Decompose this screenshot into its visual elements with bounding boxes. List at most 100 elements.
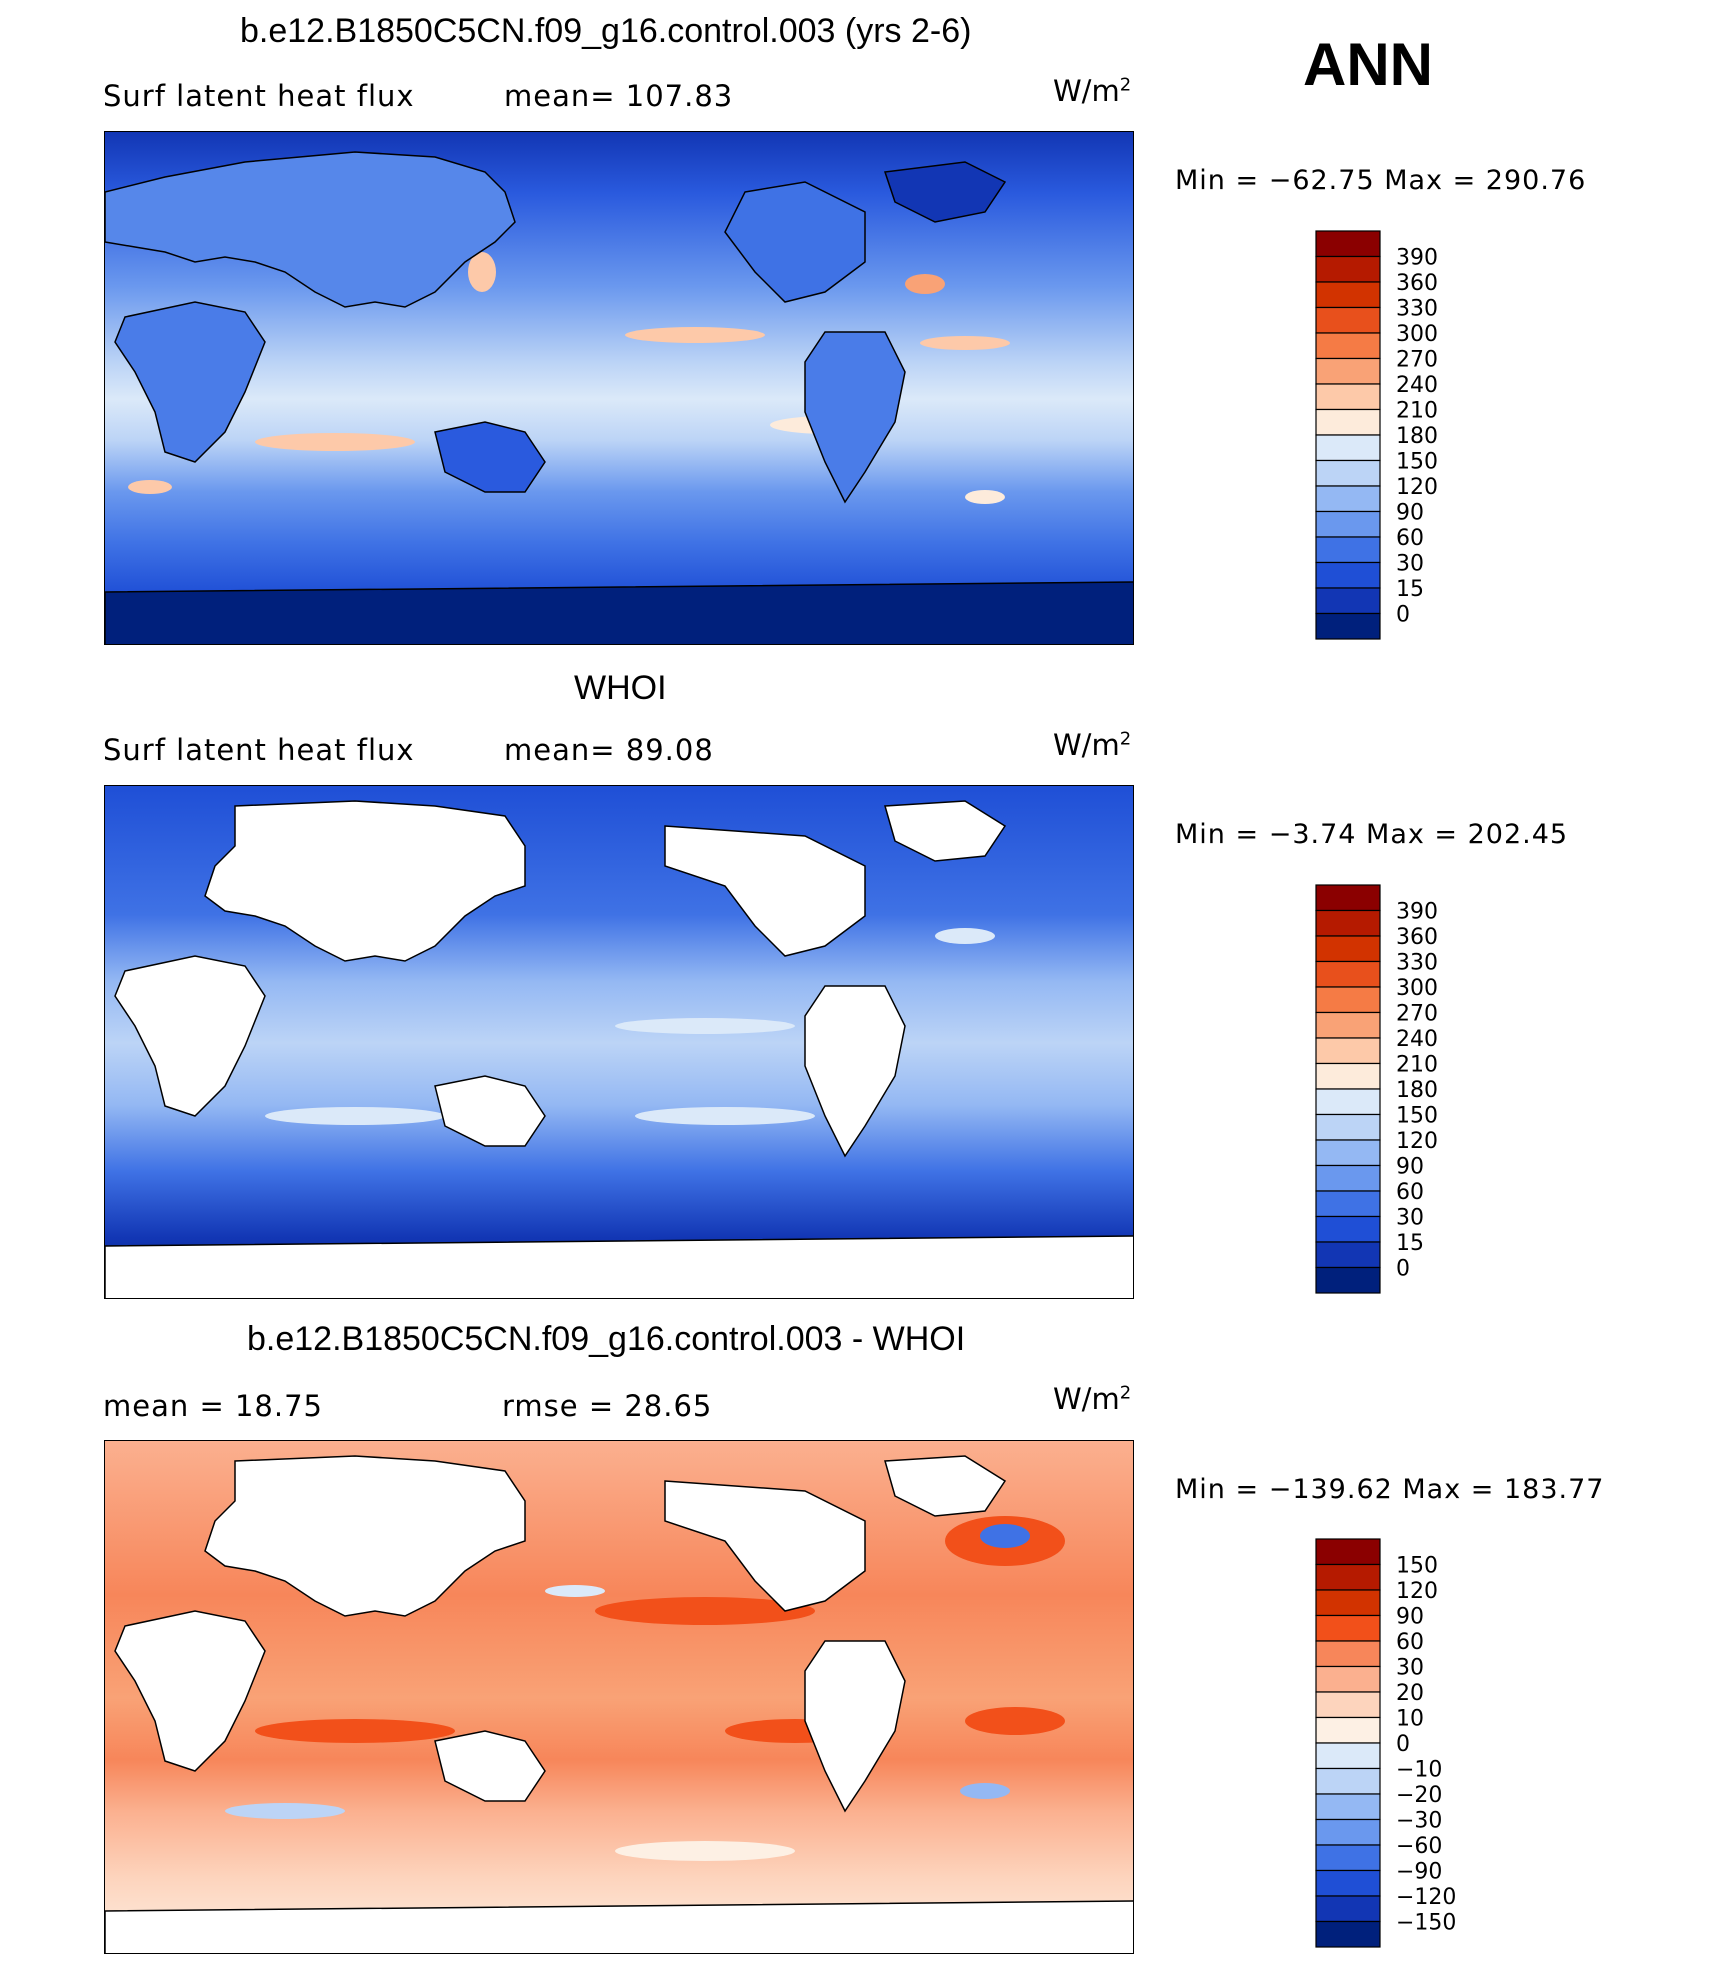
panel1-units: W/m2	[1053, 74, 1132, 108]
colorbar-label: 90	[1396, 501, 1424, 526]
colorbar-label: 120	[1396, 1579, 1438, 1604]
panel3-patch	[225, 1803, 345, 1819]
colorbar-box	[1315, 1665, 1381, 1693]
colorbar-box	[1315, 1920, 1381, 1948]
panel1-patch	[965, 490, 1005, 504]
colorbar-label: 180	[1396, 1078, 1438, 1103]
panel2-variable-label: Surf latent heat flux	[103, 733, 415, 767]
colorbar-box	[1315, 1241, 1381, 1269]
colorbar-label: 150	[1396, 1104, 1438, 1129]
colorbar-box	[1315, 255, 1381, 283]
panel1-patch	[920, 336, 1010, 350]
colorbar-label: 270	[1396, 348, 1438, 373]
colorbar-box	[1315, 281, 1381, 309]
colorbar-label: −30	[1396, 1809, 1442, 1834]
colorbar-label: 0	[1396, 603, 1410, 628]
colorbar-label: −60	[1396, 1834, 1442, 1859]
colorbar-label: 180	[1396, 424, 1438, 449]
colorbar-box	[1315, 434, 1381, 462]
colorbar-box	[1315, 1266, 1381, 1294]
colorbar-label: 120	[1396, 475, 1438, 500]
colorbar-box	[1315, 1742, 1381, 1770]
panel3-patch	[980, 1524, 1030, 1548]
panel1-patch	[905, 274, 945, 294]
colorbar-box	[1315, 1691, 1381, 1719]
panel2-patch	[635, 1107, 815, 1125]
panel1-colorbar: 390 360 330 300 270 240 210 180 150 120 90 60 30 15 0	[1315, 230, 1438, 641]
colorbar-box	[1315, 1037, 1381, 1065]
colorbar-box	[1315, 1538, 1381, 1566]
colorbar-box	[1315, 909, 1381, 937]
colorbar-label: 330	[1396, 297, 1438, 322]
colorbar-label: 0	[1396, 1732, 1410, 1757]
colorbar-label: −120	[1396, 1885, 1456, 1910]
panel2-title: WHOI	[574, 669, 667, 707]
panel1-minmax: Min = −62.75 Max = 290.76	[1175, 165, 1587, 196]
panel3-patch	[965, 1707, 1065, 1735]
colorbar-label: −150	[1396, 1911, 1456, 1936]
colorbar-box	[1315, 960, 1381, 988]
colorbar-box	[1315, 1215, 1381, 1243]
panel3-patch	[545, 1585, 605, 1597]
panel1-variable-label: Surf latent heat flux	[103, 79, 415, 113]
panel3-patch	[960, 1783, 1010, 1799]
panel2-mean-label: mean= 89.08	[504, 733, 714, 767]
colorbar-box	[1315, 383, 1381, 411]
colorbar-label: 90	[1396, 1605, 1424, 1630]
colorbar-label: −90	[1396, 1860, 1442, 1885]
colorbar-label: 390	[1396, 900, 1438, 925]
colorbar-box	[1315, 1640, 1381, 1668]
colorbar-box	[1315, 1190, 1381, 1218]
colorbar-box	[1315, 1767, 1381, 1795]
panel3-title: b.e12.B1850C5CN.f09_g16.control.003 - WH…	[247, 1320, 966, 1358]
colorbar-label: 60	[1396, 1630, 1424, 1655]
colorbar-box	[1315, 587, 1381, 615]
panel3-rmse-label: rmse = 28.65	[502, 1389, 713, 1423]
panel3-minmax: Min = −139.62 Max = 183.77	[1175, 1474, 1605, 1505]
colorbar-label: 300	[1396, 976, 1438, 1001]
colorbar-box	[1315, 1164, 1381, 1192]
colorbar-label: 360	[1396, 271, 1438, 296]
colorbar-box	[1315, 230, 1381, 258]
panel2-colorbar: 390 360 330 300 270 240 210 180 150 120 90 60 30 15 0	[1315, 884, 1438, 1295]
colorbar-box	[1315, 536, 1381, 564]
colorbar-box	[1315, 1113, 1381, 1141]
colorbar-box	[1315, 1818, 1381, 1846]
colorbar-box	[1315, 1563, 1381, 1591]
colorbar-label: 15	[1396, 577, 1424, 602]
colorbar-box	[1315, 510, 1381, 538]
colorbar-box	[1315, 561, 1381, 589]
colorbar-label: 210	[1396, 399, 1438, 424]
colorbar-label: 30	[1396, 1656, 1424, 1681]
colorbar-box	[1315, 935, 1381, 963]
colorbar-box	[1315, 1869, 1381, 1897]
colorbar-label: 90	[1396, 1155, 1424, 1180]
colorbar-box	[1315, 1011, 1381, 1039]
colorbar-label: 20	[1396, 1681, 1424, 1706]
colorbar-box	[1315, 485, 1381, 513]
colorbar-label: −20	[1396, 1783, 1442, 1808]
panel2-patch	[265, 1107, 445, 1125]
panel3-units: W/m2	[1053, 1382, 1132, 1416]
colorbar-label: 270	[1396, 1002, 1438, 1027]
colorbar-box	[1315, 1139, 1381, 1167]
colorbar-box	[1315, 357, 1381, 385]
colorbar-label: 150	[1396, 1554, 1438, 1579]
colorbar-label: 240	[1396, 373, 1438, 398]
colorbar-label: 210	[1396, 1053, 1438, 1078]
panel1-title: b.e12.B1850C5CN.f09_g16.control.003 (yrs…	[240, 12, 972, 50]
colorbar-label: 30	[1396, 552, 1424, 577]
colorbar-box	[1315, 1614, 1381, 1642]
colorbar-label: 150	[1396, 450, 1438, 475]
panel1-mean-label: mean= 107.83	[504, 79, 734, 113]
colorbar-box	[1315, 306, 1381, 334]
colorbar-label: 60	[1396, 526, 1424, 551]
colorbar-label: 30	[1396, 1206, 1424, 1231]
panel2-units: W/m2	[1053, 728, 1132, 762]
colorbar-label: 300	[1396, 322, 1438, 347]
colorbar-label: 390	[1396, 246, 1438, 271]
colorbar-box	[1315, 884, 1381, 912]
panel1-map	[104, 131, 1134, 645]
colorbar-label: 240	[1396, 1027, 1438, 1052]
panel2-patch	[615, 1018, 795, 1034]
